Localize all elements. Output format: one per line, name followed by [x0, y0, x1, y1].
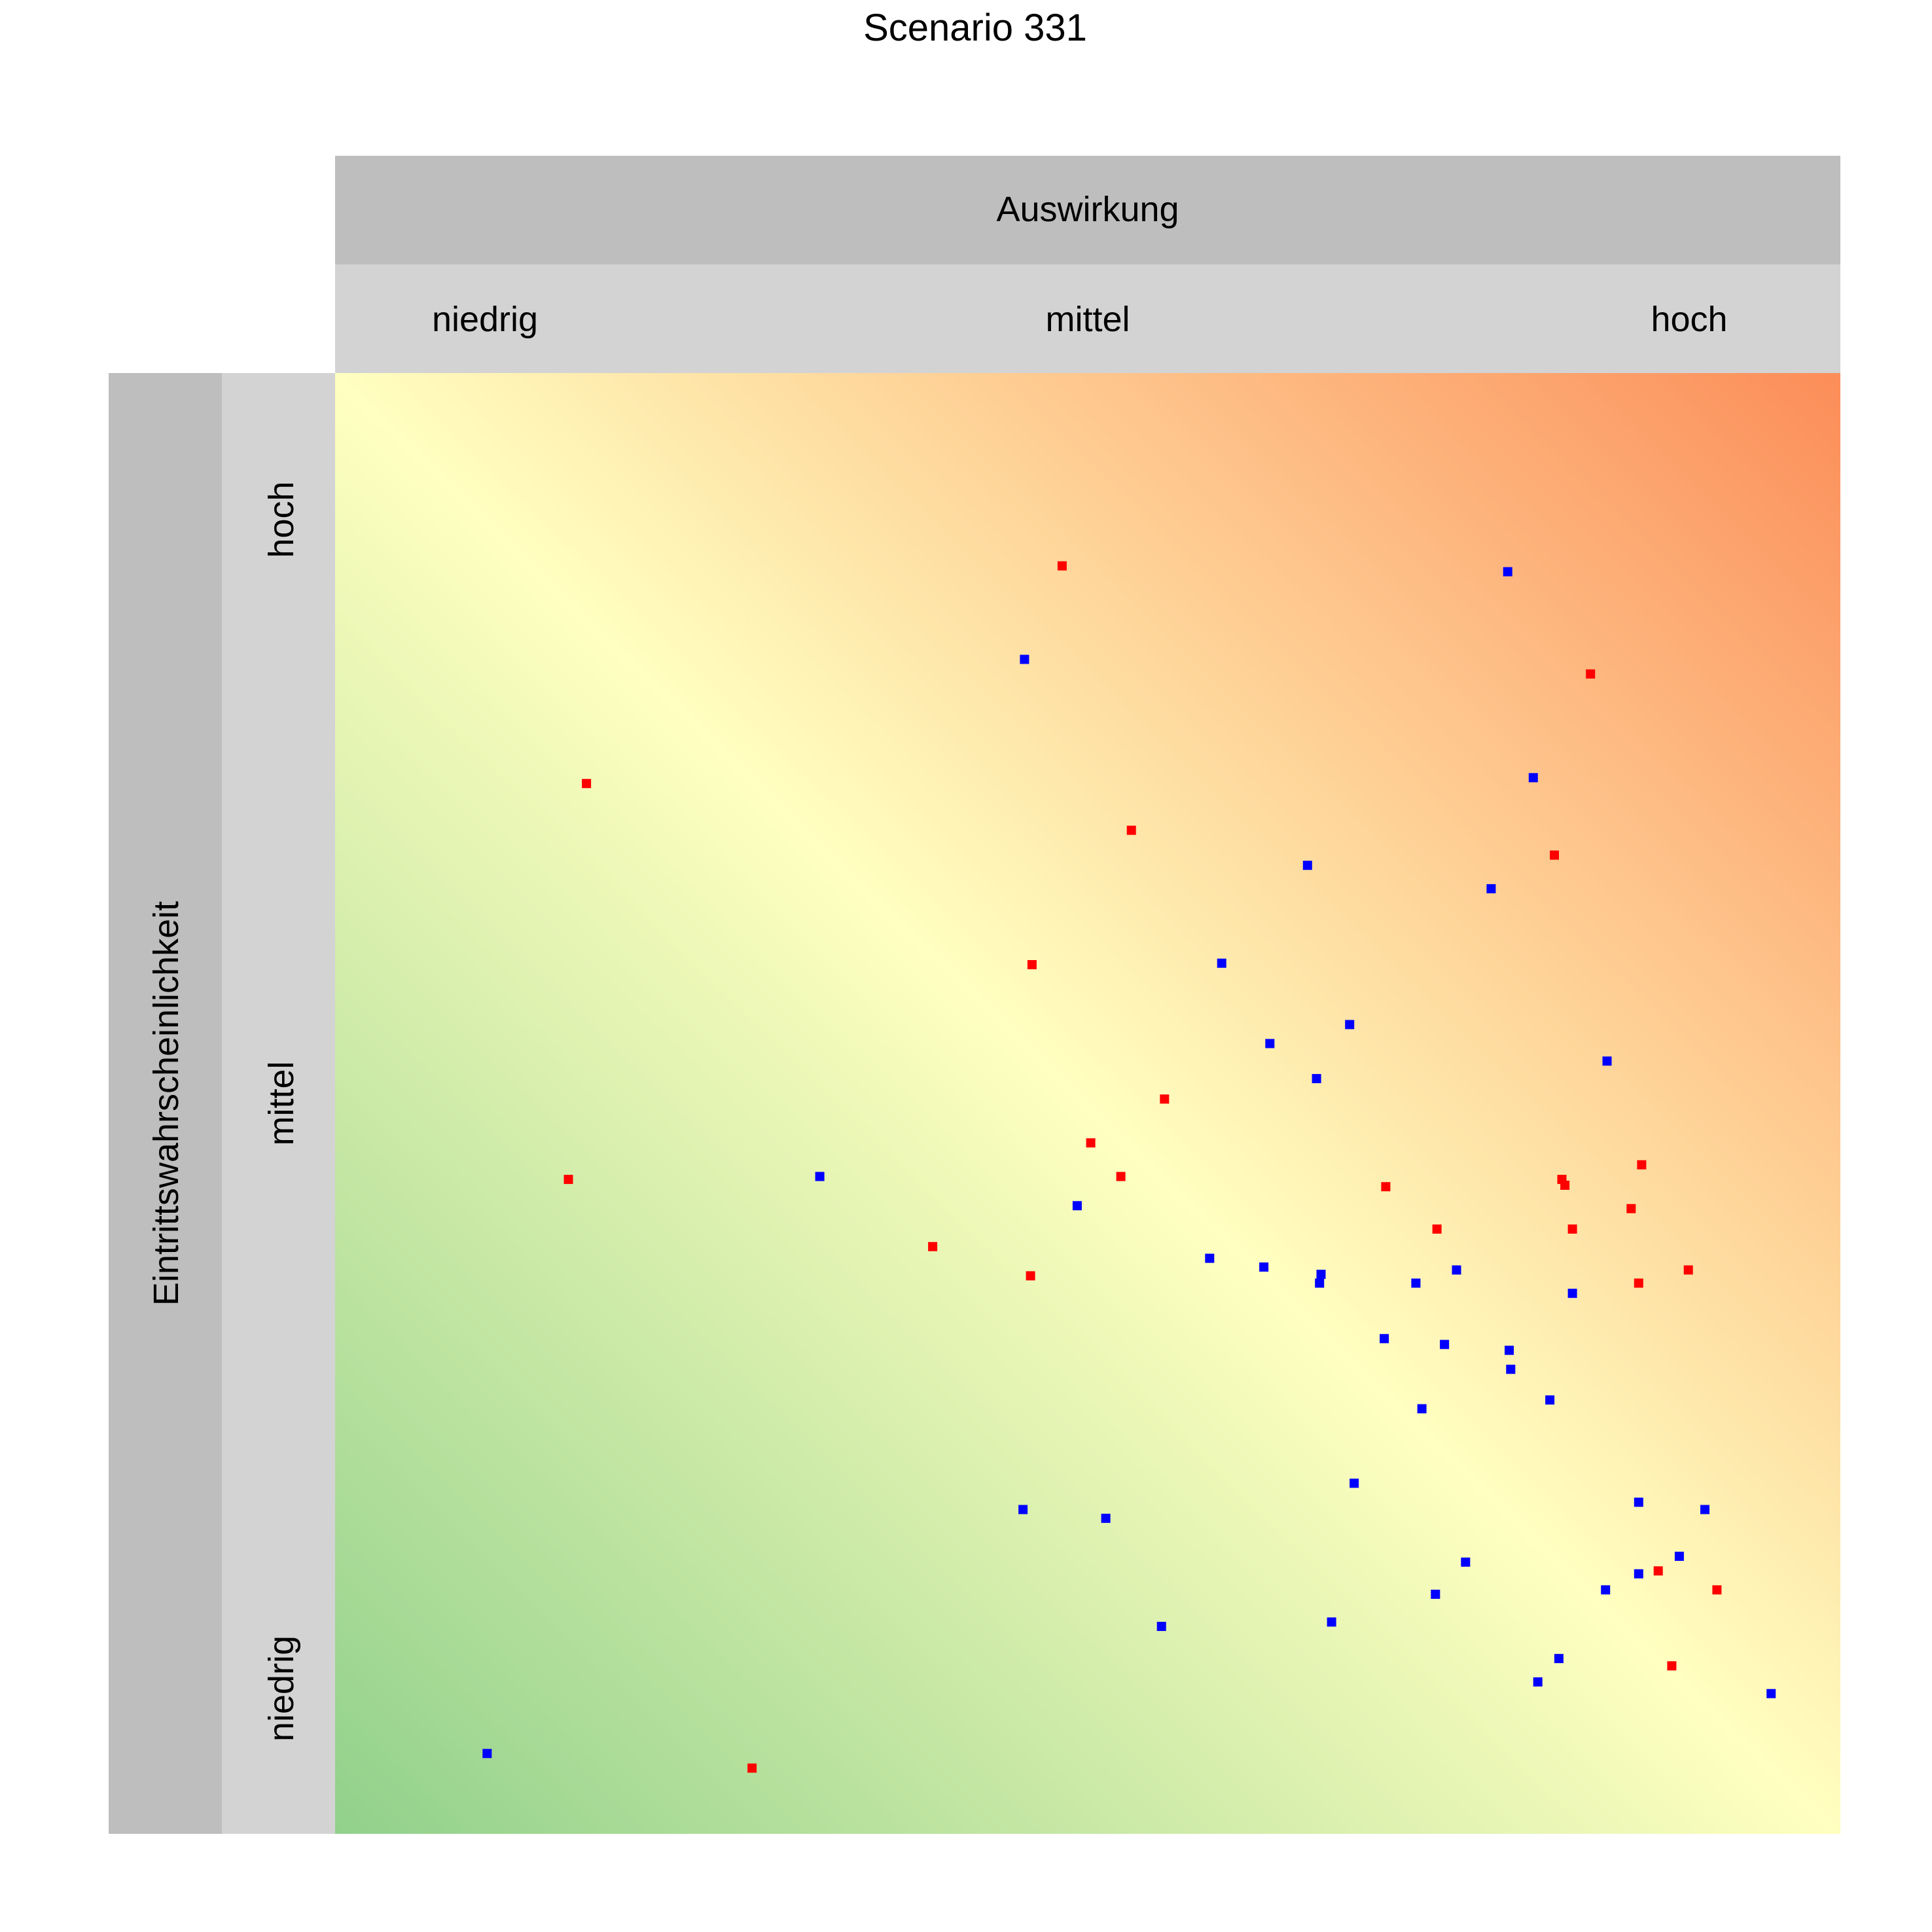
point-s0-16 [1626, 1204, 1636, 1213]
y-category-mid: mittel [262, 1061, 301, 1145]
point-s1-5 [1217, 958, 1226, 968]
data-points [482, 561, 1776, 1773]
point-s0-4 [1550, 850, 1559, 860]
x-axis-label: Auswirkung [996, 190, 1179, 229]
point-s0-12 [1560, 1180, 1570, 1190]
point-s0-17 [928, 1242, 938, 1251]
point-s0-1 [1586, 669, 1596, 679]
x-axis-strip-outer [335, 156, 1840, 264]
point-s1-33 [1634, 1569, 1643, 1579]
plot-background [335, 373, 1840, 1834]
y-category-low: niedrig [262, 1636, 301, 1742]
point-s0-10 [1381, 1182, 1391, 1192]
point-s1-6 [1265, 1039, 1275, 1048]
point-s0-8 [564, 1175, 573, 1185]
point-s0-9 [1116, 1172, 1126, 1181]
point-s0-14 [1432, 1224, 1442, 1234]
point-s1-0 [1503, 567, 1512, 577]
x-category-high: hoch [1651, 300, 1727, 339]
point-s0-23 [1667, 1661, 1677, 1671]
point-s1-15 [1315, 1278, 1325, 1288]
point-s1-21 [1505, 1346, 1514, 1355]
point-s1-24 [1417, 1404, 1427, 1414]
point-s1-18 [1567, 1289, 1577, 1298]
point-s1-22 [1506, 1365, 1516, 1374]
point-s1-35 [1327, 1617, 1336, 1627]
point-s1-19 [1380, 1334, 1389, 1344]
point-s0-3 [1126, 825, 1136, 835]
point-s0-20 [1683, 1265, 1693, 1275]
y-axis-label: Eintrittswahrscheinlichkeit [147, 901, 186, 1306]
point-s0-13 [1637, 1160, 1647, 1170]
point-s1-26 [1018, 1505, 1028, 1514]
point-s1-36 [1156, 1622, 1166, 1632]
point-s1-27 [1101, 1513, 1111, 1523]
point-s0-7 [1086, 1138, 1096, 1148]
point-s1-12 [1205, 1253, 1215, 1263]
point-s1-16 [1411, 1278, 1421, 1288]
chart-title: Scenario 331 [863, 7, 1087, 49]
point-s1-4 [1486, 884, 1496, 893]
point-s1-7 [1345, 1020, 1355, 1029]
point-s0-22 [1712, 1585, 1722, 1595]
point-s1-2 [1528, 773, 1538, 783]
point-s1-23 [1545, 1395, 1555, 1405]
point-s1-34 [1601, 1585, 1611, 1595]
point-s1-9 [1602, 1056, 1612, 1066]
y-category-strip [222, 373, 335, 1834]
point-s1-10 [815, 1172, 825, 1181]
point-s1-14 [1316, 1270, 1326, 1279]
point-s0-24 [747, 1763, 757, 1773]
x-category-mid: mittel [1045, 300, 1130, 339]
point-s1-37 [1554, 1654, 1564, 1664]
point-s0-18 [1026, 1271, 1035, 1281]
point-s1-11 [1072, 1201, 1082, 1211]
y-axis-strip-outer [109, 373, 222, 1834]
point-s1-1 [1020, 654, 1029, 664]
point-s1-30 [1634, 1497, 1643, 1507]
point-s1-20 [1440, 1340, 1450, 1350]
point-s1-28 [1461, 1557, 1471, 1567]
point-s1-29 [1431, 1589, 1440, 1599]
point-s1-40 [482, 1749, 492, 1759]
point-s0-19 [1634, 1278, 1643, 1288]
point-s0-15 [1567, 1224, 1577, 1234]
point-s0-0 [1057, 561, 1067, 571]
x-category-low: niedrig [432, 300, 538, 339]
point-s1-3 [1302, 861, 1312, 870]
point-s1-25 [1350, 1478, 1359, 1488]
x-category-strip [335, 264, 1840, 373]
point-s1-8 [1312, 1074, 1321, 1084]
point-s1-13 [1259, 1262, 1269, 1272]
point-s0-21 [1653, 1566, 1663, 1576]
point-s0-5 [1027, 959, 1037, 969]
point-s0-6 [1160, 1094, 1170, 1104]
point-s1-39 [1766, 1689, 1776, 1698]
point-s1-32 [1674, 1551, 1684, 1561]
point-s1-17 [1452, 1265, 1461, 1275]
point-s1-38 [1533, 1677, 1543, 1687]
point-s0-2 [582, 779, 592, 789]
y-category-high: hoch [262, 481, 301, 558]
point-s1-31 [1700, 1505, 1709, 1514]
